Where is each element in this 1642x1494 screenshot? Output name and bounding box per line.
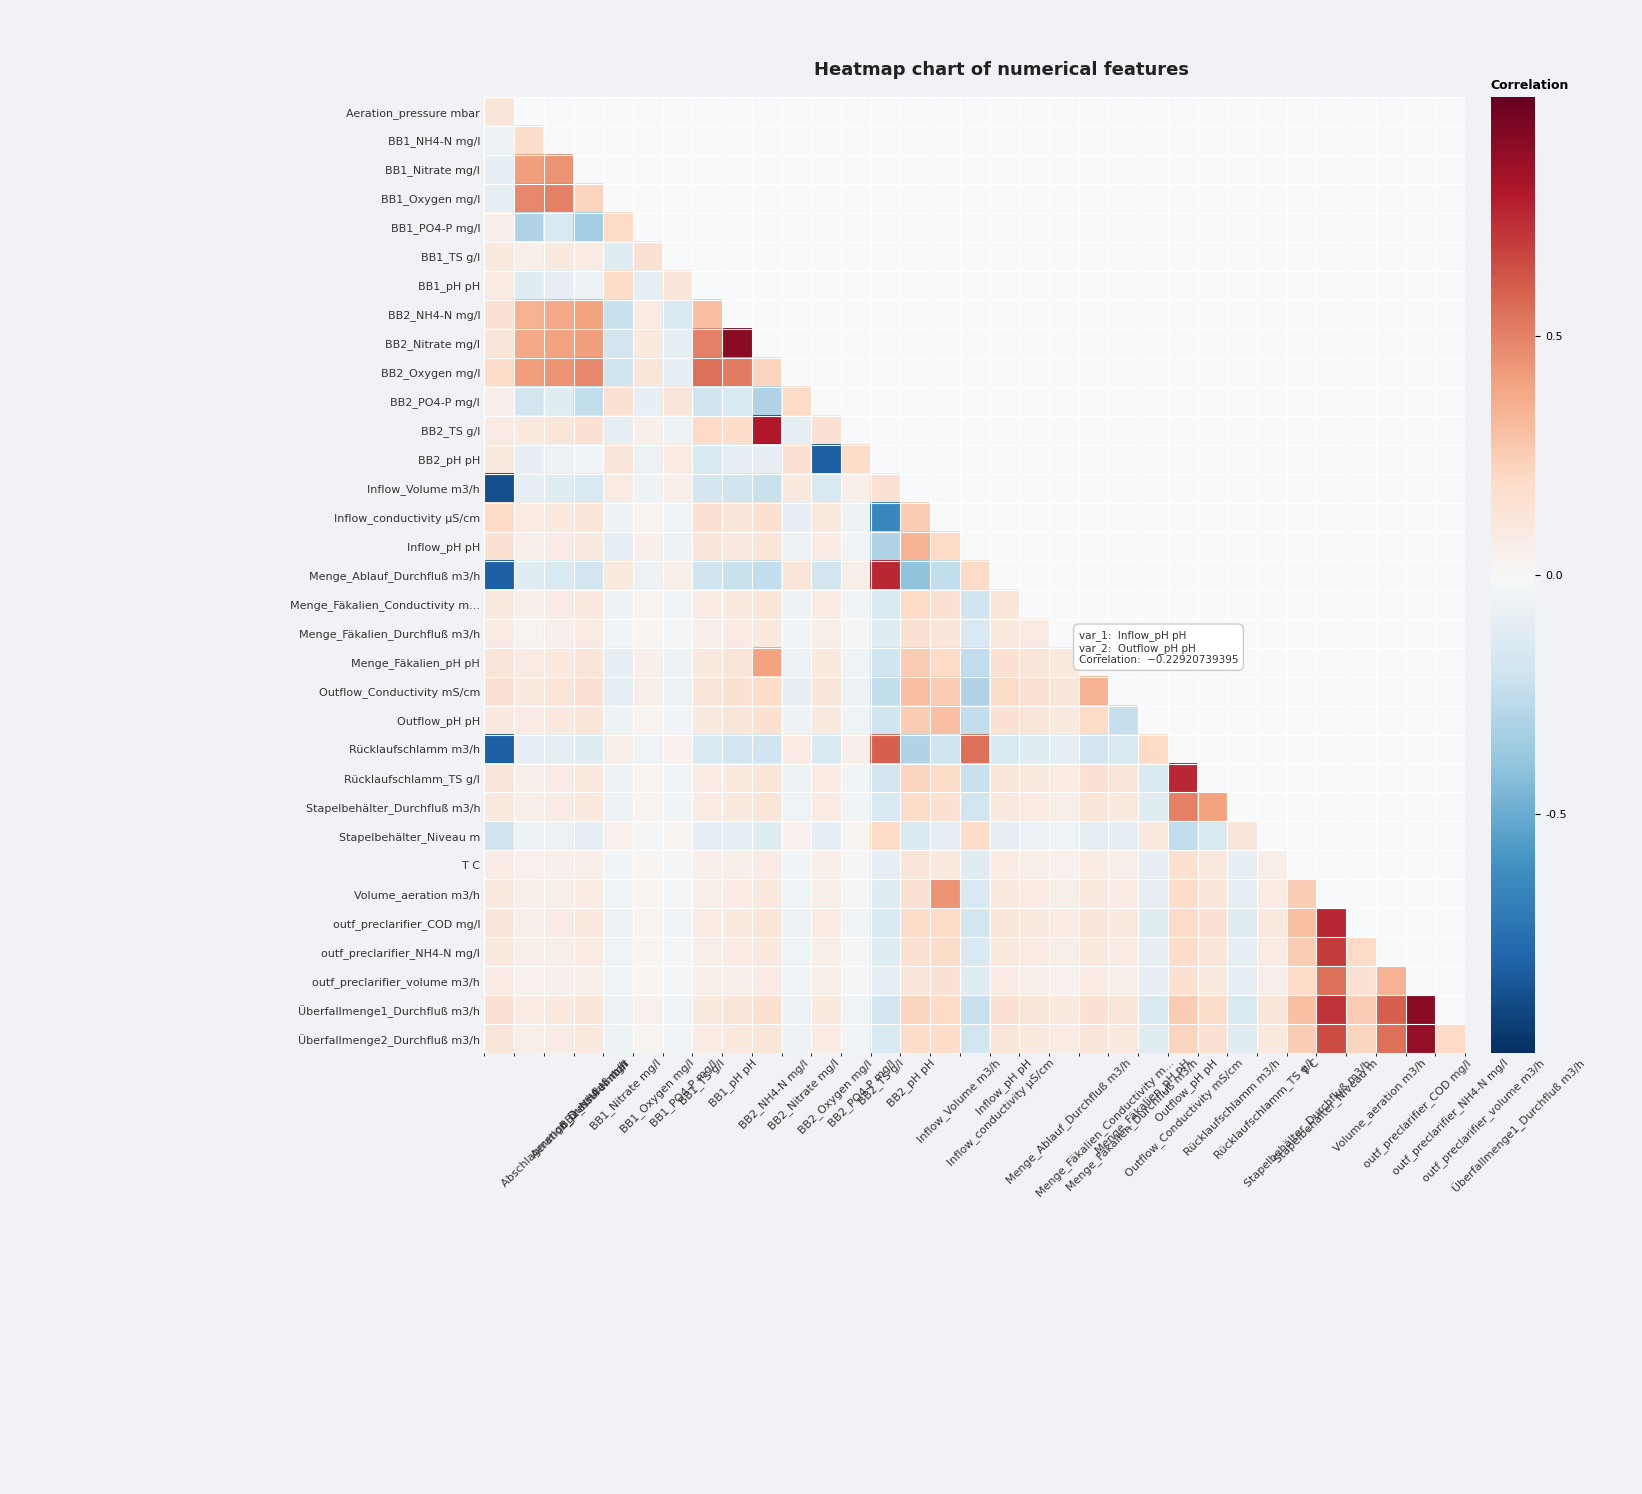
Text: var_1:  Inflow_pH pH
var_2:  Outflow_pH pH
Correlation:  −0.22920739395: var_1: Inflow_pH pH var_2: Outflow_pH pH… <box>1079 630 1238 665</box>
Text: Heatmap chart of numerical features: Heatmap chart of numerical features <box>814 61 1189 79</box>
Text: Correlation: Correlation <box>1491 79 1570 91</box>
